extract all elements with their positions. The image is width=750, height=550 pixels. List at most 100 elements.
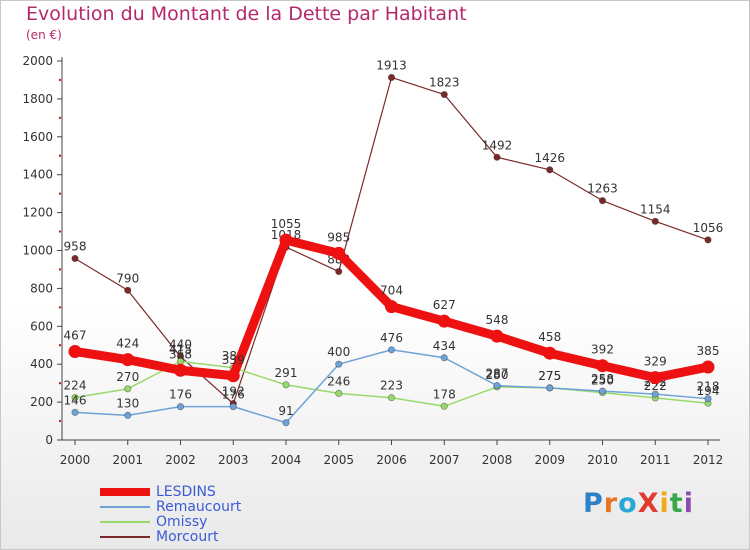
y-minor-tick — [58, 419, 62, 423]
y-tick-label: 2000 — [22, 54, 53, 68]
x-tick-label: 2011 — [640, 453, 671, 467]
point-omissy — [440, 402, 448, 410]
point-morcourt — [704, 236, 712, 244]
legend-item-morcourt: Morcourt — [100, 529, 218, 545]
point-lesdins — [596, 359, 609, 373]
data-label-omissy: 291 — [275, 366, 298, 380]
point-remaucourt — [335, 360, 343, 368]
point-remaucourt — [440, 354, 448, 362]
x-tick-label: 2003 — [218, 453, 249, 467]
data-label-remaucourt: 476 — [380, 331, 403, 345]
point-lesdins — [490, 329, 504, 343]
x-tick-label: 2001 — [112, 453, 143, 467]
logo-letter: P — [583, 488, 604, 519]
y-tick-label: 1000 — [22, 244, 53, 258]
data-label-lesdins: 329 — [644, 355, 667, 369]
point-morcourt — [335, 267, 343, 276]
y-tick-label: 1400 — [22, 168, 53, 182]
data-label-omissy: 222 — [644, 379, 667, 393]
data-label-omissy: 270 — [116, 370, 139, 384]
data-label-lesdins: 424 — [116, 337, 139, 351]
data-label-omissy: 178 — [433, 387, 456, 401]
point-remaucourt — [229, 403, 237, 411]
logo-letter: o — [618, 488, 638, 519]
data-label-remaucourt: 218 — [697, 380, 720, 394]
point-remaucourt — [546, 384, 554, 392]
data-label-lesdins: 985 — [327, 230, 350, 244]
data-label-morcourt: 790 — [116, 271, 139, 285]
data-label-lesdins: 627 — [433, 298, 456, 312]
legend-label: Remaucourt — [156, 498, 242, 515]
x-tick-label: 2005 — [323, 453, 354, 467]
point-lesdins — [332, 246, 346, 260]
data-label-morcourt: 958 — [64, 239, 87, 253]
data-label-lesdins: 368 — [169, 347, 192, 361]
point-remaucourt — [387, 346, 396, 354]
point-remaucourt — [704, 395, 712, 403]
legend-item-lesdins: LESDINS — [100, 484, 216, 500]
data-label-omissy: 194 — [697, 384, 720, 398]
legend-label: Omissy — [156, 513, 208, 530]
point-morcourt — [387, 73, 396, 82]
y-minor-tick — [58, 306, 62, 309]
x-tick-label: 2009 — [534, 453, 565, 467]
x-tick-label: 2000 — [60, 453, 91, 467]
data-label-remaucourt: 434 — [433, 339, 456, 353]
point-lesdins — [543, 346, 557, 360]
y-minor-tick — [58, 78, 62, 82]
point-omissy — [387, 394, 396, 402]
point-morcourt — [124, 286, 132, 294]
logo-letter: i — [659, 488, 670, 519]
legend-swatch — [100, 505, 150, 508]
legend-item-remaucourt: Remaucourt — [100, 498, 242, 515]
point-lesdins — [385, 300, 398, 314]
chart-unit: (en €) — [26, 28, 62, 42]
data-label-lesdins: 458 — [538, 330, 561, 344]
point-remaucourt — [124, 411, 132, 419]
legend-swatch — [100, 487, 150, 496]
point-lesdins — [226, 369, 240, 383]
legend-swatch — [100, 520, 150, 523]
point-omissy — [282, 381, 290, 389]
y-minor-tick — [58, 116, 62, 120]
data-label-morcourt: 1823 — [429, 76, 460, 90]
y-tick-label: 400 — [30, 357, 53, 371]
point-remaucourt — [493, 382, 501, 390]
point-lesdins — [279, 233, 293, 247]
data-label-omissy: 224 — [64, 379, 87, 393]
data-label-omissy: 280 — [486, 368, 509, 382]
y-tick-label: 1800 — [22, 92, 53, 106]
data-label-lesdins: 548 — [486, 313, 509, 327]
point-lesdins — [437, 314, 451, 328]
data-label-omissy: 250 — [591, 374, 614, 388]
point-remaucourt — [176, 403, 185, 411]
data-label-omissy: 415 — [169, 342, 192, 356]
x-tick-label: 2002 — [165, 453, 196, 467]
point-omissy — [335, 389, 343, 397]
logo-letter: t — [669, 488, 684, 519]
data-label-omissy: 275 — [538, 369, 561, 383]
point-lesdins — [68, 345, 82, 359]
data-label-lesdins: 1055 — [271, 217, 302, 231]
y-tick-label: 600 — [30, 319, 53, 333]
point-remaucourt — [598, 387, 607, 395]
data-label-lesdins: 339 — [222, 353, 245, 367]
point-lesdins — [648, 371, 662, 385]
data-label-morcourt: 1426 — [534, 151, 565, 165]
y-tick-label: 200 — [30, 395, 53, 409]
chart-title: Evolution du Montant de la Dette par Hab… — [26, 3, 467, 25]
y-minor-tick — [58, 381, 62, 385]
y-tick-label: 800 — [30, 281, 53, 295]
y-minor-tick — [58, 268, 62, 271]
x-tick-label: 2006 — [376, 453, 407, 467]
data-label-omissy: 246 — [327, 374, 350, 388]
data-label-remaucourt: 176 — [222, 388, 245, 402]
logo-letter: X — [637, 488, 660, 519]
data-label-remaucourt: 400 — [327, 345, 350, 359]
logo-letter: i — [683, 488, 694, 519]
data-label-lesdins: 385 — [697, 344, 720, 358]
x-tick-label: 2010 — [587, 453, 618, 467]
y-minor-tick — [58, 344, 62, 347]
